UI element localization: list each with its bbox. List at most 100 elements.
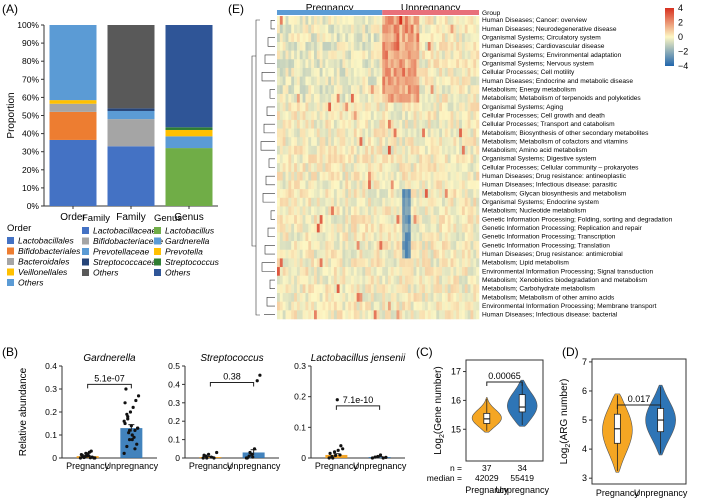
heatmap-cell (365, 76, 369, 86)
heatmap-cell (476, 16, 480, 25)
panel-label-b: (B) (2, 345, 18, 359)
heatmap-cell (308, 93, 312, 103)
heatmap-cell (325, 197, 329, 207)
heatmap-cell (467, 267, 471, 277)
heatmap-cell (405, 59, 409, 69)
heatmap-cell (476, 145, 480, 155)
heatmap-cell (433, 33, 437, 43)
heatmap-cell (277, 310, 281, 320)
heatmap-cell (328, 258, 332, 268)
heatmap-cell (291, 267, 295, 277)
heatmap-cell (313, 93, 318, 103)
heatmap-cell (333, 180, 338, 190)
heatmap-cell (436, 284, 440, 294)
heatmap-cell (407, 180, 412, 190)
heatmap-cell (345, 258, 349, 268)
heatmap-cell (416, 145, 420, 155)
heatmap-cell (322, 93, 326, 103)
bar-segment (107, 108, 155, 111)
heatmap-cell (350, 111, 355, 121)
heatmap-cell (316, 275, 320, 285)
heatmap-cell (390, 267, 394, 277)
heatmap-cell (407, 85, 412, 95)
heatmap-cell (339, 119, 343, 129)
heatmap-cell (450, 16, 454, 25)
heatmap-cell (362, 76, 366, 86)
heatmap-cell (376, 284, 380, 294)
heatmap-cell (470, 232, 474, 242)
y-tick-label: 70% (22, 74, 39, 84)
heatmap-cell (399, 111, 403, 121)
heatmap-cell (282, 111, 286, 121)
heatmap-cell (288, 267, 292, 277)
heatmap-cell (333, 41, 338, 51)
heatmap-cell (362, 85, 366, 95)
significance-bracket (616, 404, 662, 409)
heatmap-cell (313, 24, 318, 34)
heatmap-cell (331, 119, 335, 129)
heatmap-cell (416, 232, 420, 242)
heatmap-cell (342, 267, 346, 277)
bar-segment (49, 139, 97, 206)
heatmap-cell (442, 301, 446, 311)
heatmap-cell (410, 93, 414, 103)
heatmap-cell (376, 50, 380, 60)
heatmap-cell (362, 33, 366, 43)
heatmap-cell (368, 145, 372, 155)
heatmap-cell (319, 145, 323, 155)
heatmap-cell (345, 189, 349, 199)
row-label: Metabolism; Metabolism of terpenoids and… (482, 95, 641, 102)
heatmap-cell (331, 180, 335, 190)
heatmap-cell (439, 284, 443, 294)
heatmap-cell (308, 180, 312, 190)
heatmap-cell (427, 293, 431, 302)
heatmap-cell (459, 258, 463, 268)
heatmap-cell (376, 293, 380, 302)
heatmap-cell (376, 154, 380, 164)
heatmap-cell (376, 189, 380, 199)
heatmap-cell (359, 119, 363, 129)
heatmap-cell (368, 137, 372, 147)
heatmap-cell (410, 267, 414, 277)
heatmap-cell (379, 310, 383, 320)
legend-swatch (7, 279, 14, 286)
y-tick-label: 90% (22, 38, 39, 48)
heatmap-cell (442, 67, 446, 77)
heatmap-cell (282, 197, 286, 207)
heatmap-cell (387, 145, 392, 155)
heatmap-cell (416, 258, 420, 268)
heatmap-cell (365, 128, 369, 138)
heatmap-cell (305, 41, 309, 51)
heatmap-cell (296, 67, 301, 77)
heatmap-cell (461, 275, 466, 285)
heatmap-cell (359, 206, 363, 216)
heatmap-cell (350, 67, 355, 77)
heatmap-cell (285, 267, 289, 277)
heatmap-cell (427, 241, 431, 251)
heatmap-cell (459, 85, 463, 95)
heatmap-cell (296, 137, 301, 147)
heatmap-cell (410, 206, 414, 216)
heatmap-cell (436, 171, 440, 181)
heatmap-cell (359, 189, 363, 199)
heatmap-cell (370, 301, 375, 311)
heatmap-cell (407, 284, 412, 294)
heatmap-cell (424, 275, 429, 285)
heatmap-cell (359, 215, 363, 225)
heatmap-cell (385, 67, 389, 77)
data-point (209, 455, 213, 459)
heatmap-cell (325, 232, 329, 242)
data-point (125, 444, 129, 449)
heatmap-cell (416, 102, 420, 112)
heatmap-cell (456, 16, 460, 25)
heatmap-cell (359, 267, 363, 277)
heatmap-cell (313, 232, 318, 242)
heatmap-cell (439, 76, 443, 86)
dendrogram-branch (266, 106, 275, 116)
heatmap-cell (413, 76, 417, 86)
heatmap-cell (325, 67, 329, 77)
heatmap-cell (439, 258, 443, 268)
heatmap-cell (433, 197, 437, 207)
heatmap-cell (456, 154, 460, 164)
heatmap-cell (308, 111, 312, 121)
